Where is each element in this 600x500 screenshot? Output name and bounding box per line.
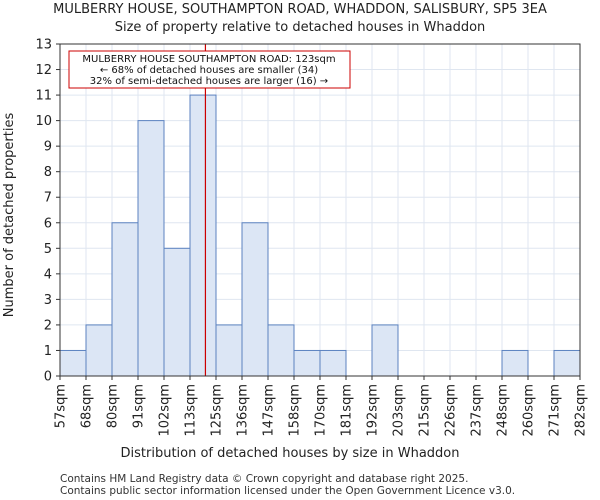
footer-line-2: Contains public sector information licen… — [60, 485, 515, 497]
footer-line-1: Contains HM Land Registry data © Crown c… — [60, 473, 468, 485]
x-tick-label: 136sqm — [236, 384, 251, 437]
bar-248sqm — [501, 349, 529, 377]
y-tick-label: 1 — [44, 344, 52, 359]
x-tick-label: 57sqm — [54, 384, 69, 428]
y-tick-label: 4 — [44, 267, 52, 282]
x-tick-label: 192sqm — [366, 384, 381, 437]
bar-102sqm — [163, 247, 191, 377]
chart-title: MULBERRY HOUSE, SOUTHAMPTON ROAD, WHADDO… — [53, 2, 547, 17]
y-tick-label: 9 — [44, 140, 52, 155]
y-tick-label: 11 — [35, 89, 52, 104]
x-tick-label: 226sqm — [444, 384, 459, 437]
annotation-line-2: ← 68% of detached houses are smaller (34… — [100, 65, 318, 76]
x-tick-label: 203sqm — [392, 384, 407, 437]
y-tick-label: 7 — [44, 191, 52, 206]
y-tick-label: 2 — [44, 318, 52, 333]
x-tick-label: 260sqm — [522, 384, 537, 437]
y-tick-label: 6 — [44, 216, 52, 231]
x-tick-label: 271sqm — [548, 384, 563, 437]
bar-158sqm — [293, 349, 321, 377]
bar-147sqm — [267, 324, 295, 377]
bar-113sqm — [189, 94, 217, 377]
bars-layer — [59, 94, 581, 377]
x-tick-label: 113sqm — [184, 384, 199, 437]
y-axis-label: Number of detached properties — [2, 113, 17, 318]
x-tick-label: 91sqm — [132, 384, 147, 428]
bar-170sqm — [319, 349, 347, 377]
x-tick-label: 237sqm — [470, 384, 485, 437]
y-tick-label: 10 — [35, 114, 52, 129]
bar-57sqm — [59, 349, 87, 377]
y-tick-label: 8 — [44, 165, 52, 180]
x-ticks: 57sqm 68sqm 80sqm 91sqm 102sqm 113sqm 125sqm 13… — [54, 376, 589, 437]
chart-subtitle: Size of property relative to detached ho… — [115, 20, 486, 35]
bar-192sqm — [371, 324, 399, 377]
y-tick-label: 13 — [35, 38, 52, 53]
annotation-frame — [68, 50, 351, 89]
x-tick-label: 282sqm — [574, 384, 589, 437]
x-tick-label: 158sqm — [288, 384, 303, 437]
y-tick-label: 12 — [35, 63, 52, 78]
x-tick-label: 215sqm — [418, 384, 433, 437]
annotation-line-3: 32% of semi-detached houses are larger (… — [90, 76, 328, 87]
x-axis-label: Distribution of detached houses by size … — [121, 446, 460, 461]
x-tick-label: 147sqm — [262, 384, 277, 437]
bar-80sqm — [111, 222, 139, 377]
x-tick-label: 68sqm — [80, 384, 95, 428]
y-tick-label: 5 — [44, 242, 52, 257]
bar-91sqm — [137, 120, 165, 377]
bar-136sqm — [241, 222, 269, 377]
x-tick-label: 170sqm — [314, 384, 329, 437]
y-tick-label: 3 — [44, 293, 52, 308]
x-tick-label: 80sqm — [106, 384, 121, 428]
x-tick-label: 248sqm — [496, 384, 511, 437]
y-tick-label: 0 — [44, 370, 52, 385]
bar-68sqm — [85, 324, 113, 377]
x-tick-label: 102sqm — [158, 384, 173, 437]
bar-125sqm — [215, 324, 243, 377]
annotation-box: MULBERRY HOUSE SOUTHAMPTON ROAD: 123sqm … — [68, 50, 351, 89]
x-tick-label: 125sqm — [210, 384, 225, 437]
x-tick-label: 181sqm — [340, 384, 355, 437]
annotation-line-1: MULBERRY HOUSE SOUTHAMPTON ROAD: 123sqm — [82, 54, 335, 65]
bar-271sqm — [553, 349, 581, 377]
